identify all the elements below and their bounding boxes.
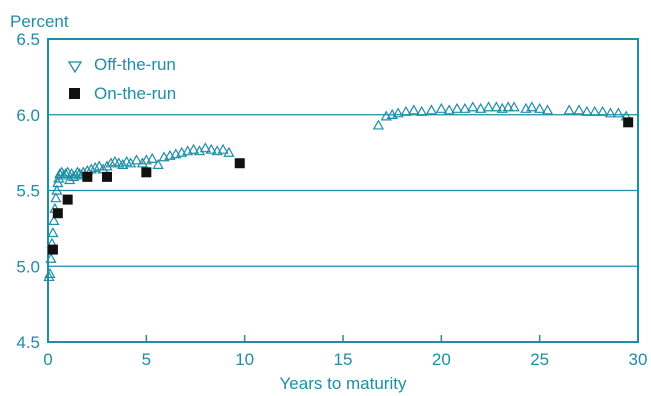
off-the-run-point [47,227,59,238]
on-the-run-point [141,167,152,178]
x-tick-label: 10 [235,350,254,369]
off-the-run-point [563,104,575,115]
on-the-run-point [82,171,93,182]
x-axis-title: Years to maturity [280,374,407,393]
off-the-run-point [48,214,60,225]
off-the-run-point [117,158,129,169]
off-the-run-point [101,160,113,171]
off-the-run-point [105,157,117,168]
off-the-run-point [596,105,609,116]
off-the-run-point [443,104,455,115]
on-the-run-point [623,117,634,128]
on-the-run-point [62,194,73,205]
off-the-run-point [109,155,121,166]
off-the-run-point [541,104,554,115]
off-the-run-point [199,142,211,153]
off-the-run-point [451,102,463,113]
on-the-run-point [47,244,58,255]
legend-off-the-run-label: Off-the-run [94,55,176,74]
y-tick-label: 6.5 [16,30,40,49]
off-the-run-point [60,168,72,179]
off-the-run-point [589,105,601,116]
off-the-run-point [73,168,86,179]
off-the-run-point [130,154,143,165]
off-the-run-point [581,105,593,116]
off-the-run-point [187,143,200,154]
off-the-run-point [51,184,63,195]
x-tick-label: 30 [629,350,648,369]
y-tick-label: 5.5 [16,182,40,201]
x-tick-label: 15 [334,350,353,369]
x-tick-label: 5 [142,350,151,369]
off-the-run-point [502,101,514,112]
data-points [43,101,634,282]
off-the-run-point [217,143,229,154]
off-the-run-point [508,101,520,112]
y-tick-label: 5.0 [16,257,40,276]
x-tick-label: 25 [530,350,549,369]
off-the-run-point [58,169,70,180]
off-the-run-point [482,101,495,112]
off-the-run-point [573,104,585,115]
on-the-run-point [234,158,245,169]
legend-on-the-run-marker [69,88,80,99]
off-the-run-point [534,102,546,113]
off-the-run-point [490,101,503,112]
x-axis-ticks: 0 5 10 15 20 25 30 [43,335,647,369]
off-the-run-point [612,107,624,118]
off-the-run-point [50,192,62,203]
off-the-run-point [136,157,149,168]
on-the-run-point [52,208,63,219]
off-the-run-point [459,102,471,113]
off-the-run-point [425,104,438,115]
y-tick-label: 6.0 [16,106,40,125]
off-the-run-point [475,102,487,113]
off-the-run-point [400,105,412,116]
off-the-run-point [526,101,538,112]
y-axis-ticks: 4.5 5.0 5.5 6.0 6.5 [16,30,40,352]
off-the-run-point [44,267,56,279]
off-the-run-point [146,152,158,163]
legend: Off-the-run On-the-run [67,55,176,103]
y-tick-label: 4.5 [16,333,40,352]
off-the-run-point [604,107,617,118]
off-the-run-point [392,107,404,118]
legend-on-the-run-label: On-the-run [94,84,176,103]
off-the-run-point [435,102,447,113]
x-tick-label: 0 [43,350,52,369]
off-the-run-point [408,104,420,115]
off-the-run-point [89,161,101,172]
off-the-run-point [152,158,164,169]
off-the-run-point [45,252,57,263]
off-the-run-point [43,271,55,282]
x-tick-label: 20 [432,350,451,369]
off-the-run-point [467,101,479,112]
y-axis-title: Percent [10,12,69,31]
on-the-run-point [102,171,112,182]
legend-off-the-run-marker [67,61,83,74]
gridlines [48,114,638,267]
off-the-run-point [372,119,385,130]
off-the-run-point [205,143,217,154]
off-the-run-point [223,146,235,157]
off-the-run-point [93,160,105,171]
off-the-run-point [416,105,428,116]
off-the-run-point [71,166,84,177]
